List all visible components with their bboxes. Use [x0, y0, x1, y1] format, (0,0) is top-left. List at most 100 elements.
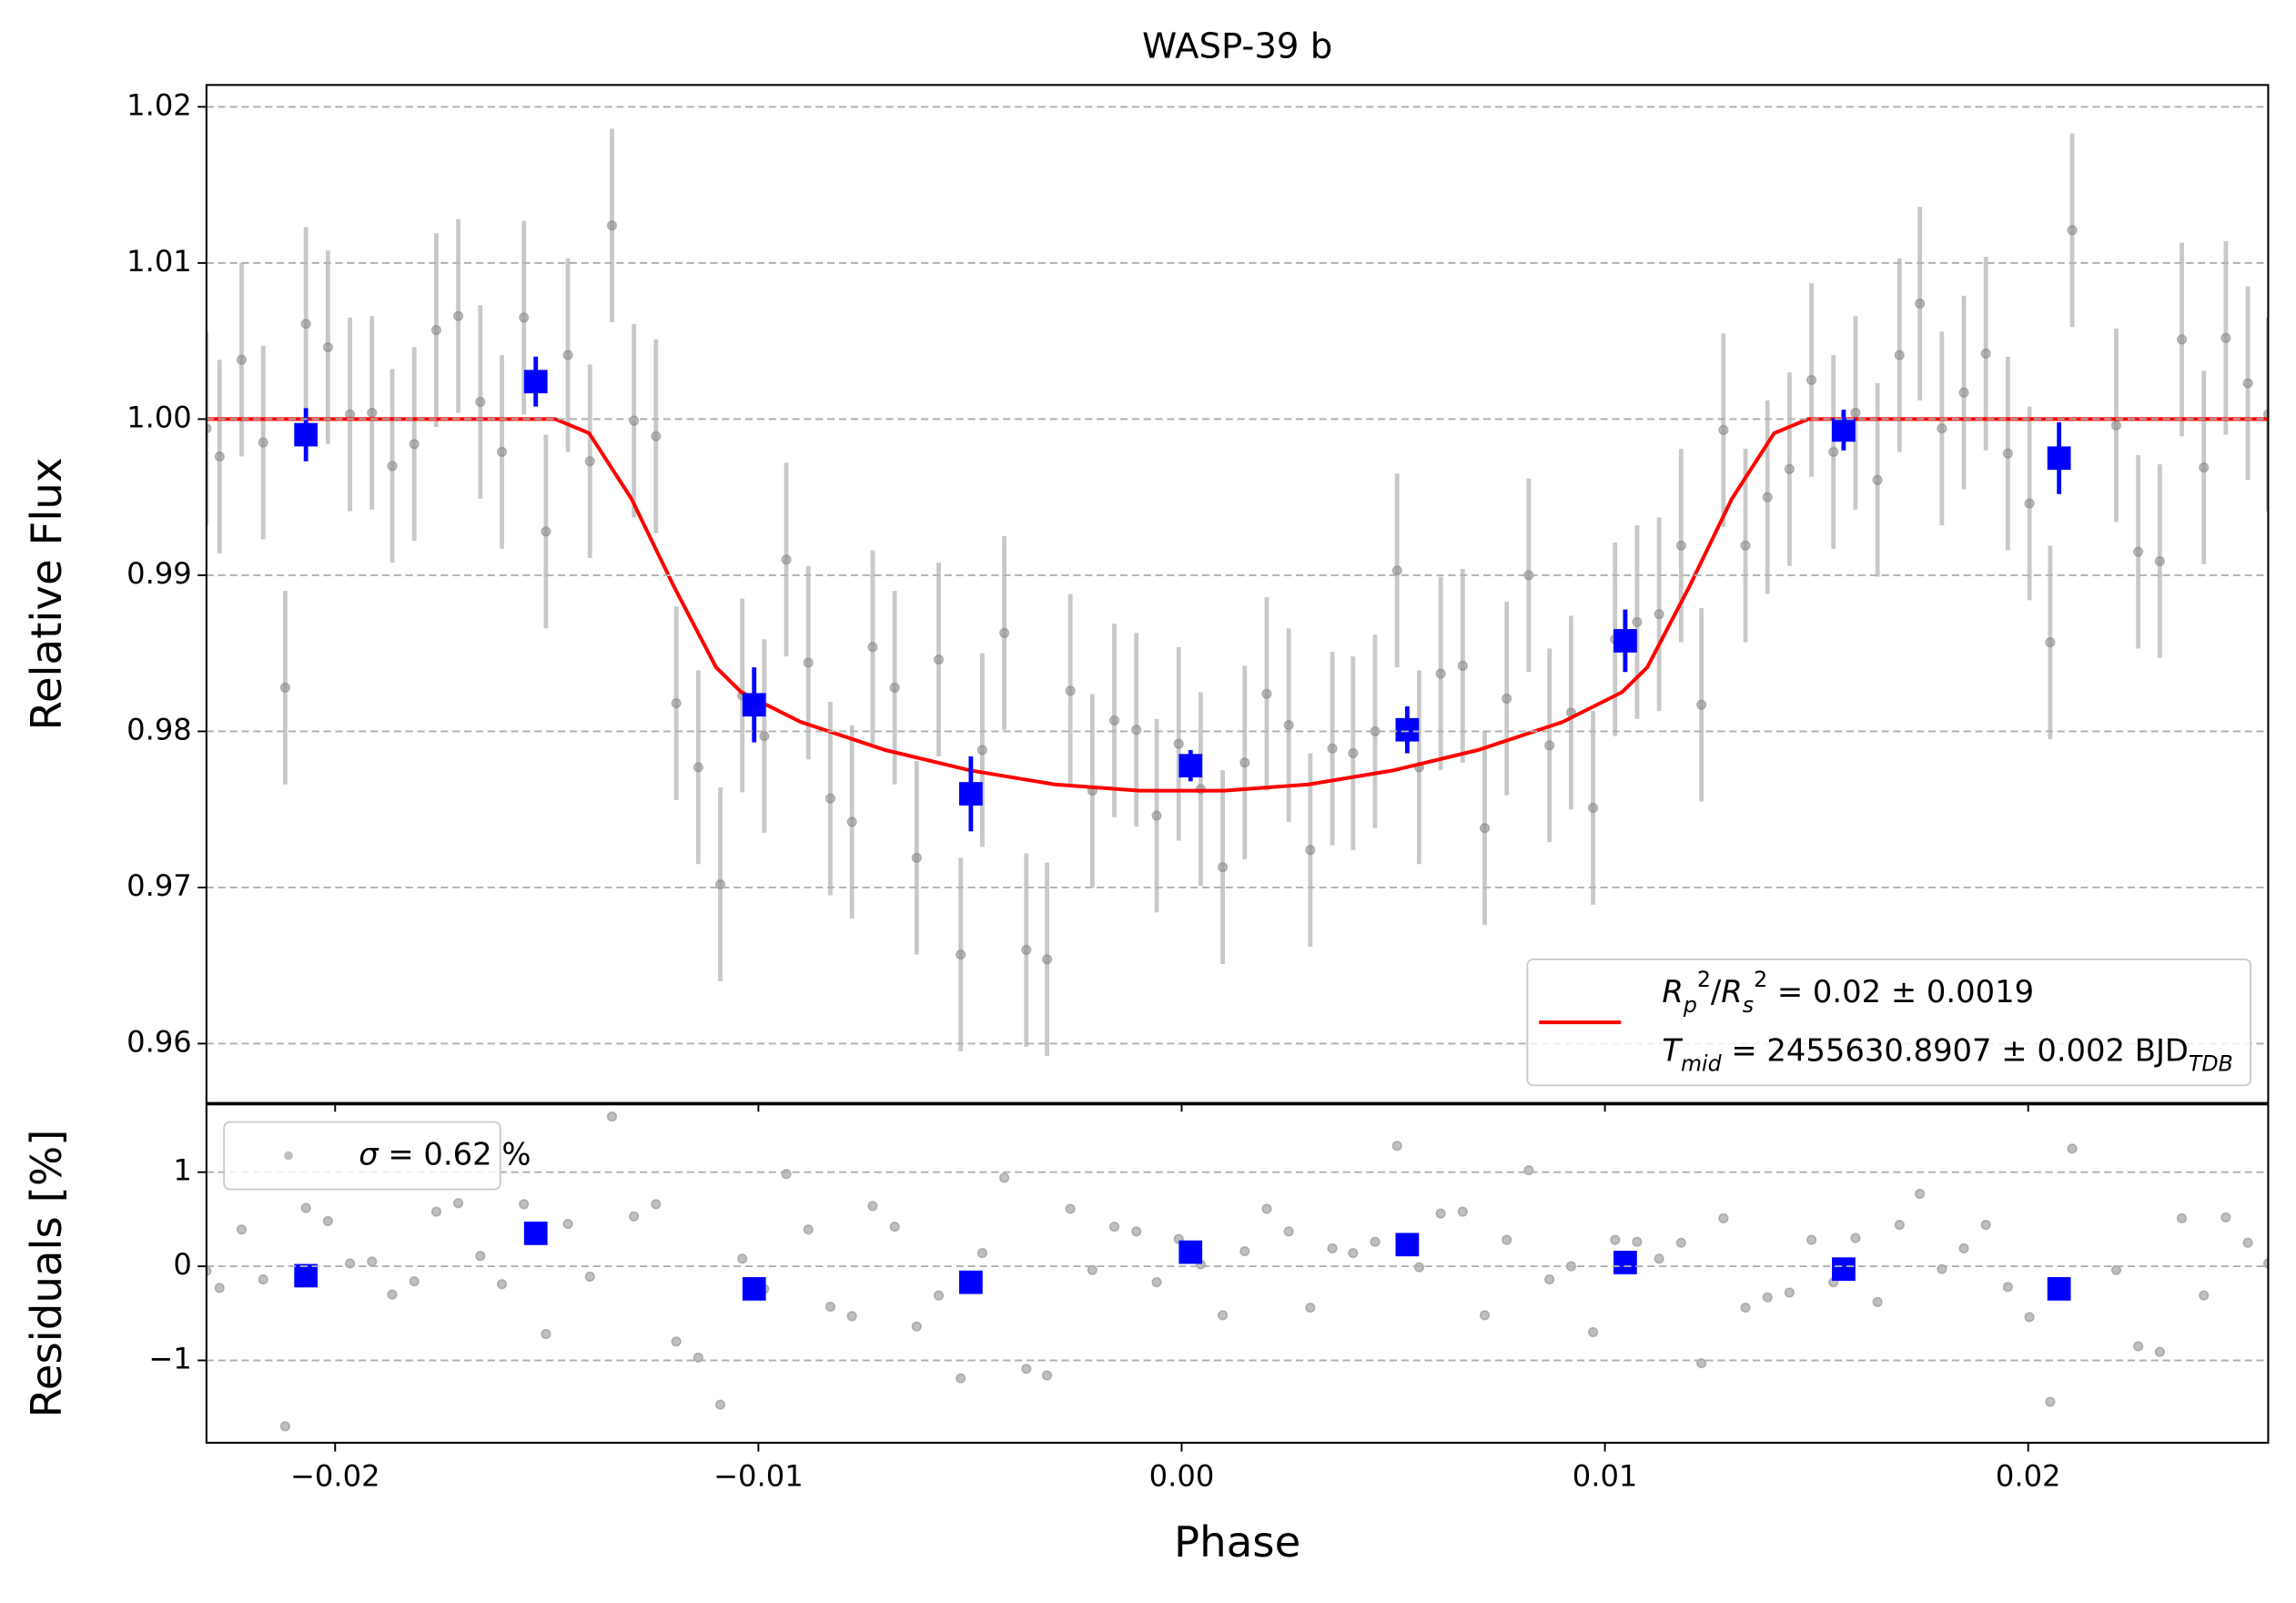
data-point: [1937, 423, 1947, 434]
data-point: [519, 1199, 530, 1210]
data-point: [258, 437, 268, 448]
legend-text: = 0.02 ± 0.0019: [1767, 973, 2034, 1009]
binned-point: [1613, 1251, 1637, 1274]
data-point: [1915, 298, 1926, 309]
legend-text: = 2455630.8907 ± 0.002 BJD: [1722, 1032, 2189, 1068]
data-point: [606, 220, 618, 231]
data-point: [956, 949, 966, 960]
data-point: [671, 697, 682, 709]
binned-point: [742, 1277, 766, 1301]
data-point: [1740, 540, 1751, 551]
data-point: [1502, 693, 1512, 705]
y-tick-label: 0.96: [126, 1024, 192, 1059]
data-point: [2067, 1143, 2078, 1154]
data-point: [933, 1290, 945, 1301]
data-point: [430, 1206, 442, 1217]
legend-text: R: [1662, 973, 1683, 1009]
data-point: [1283, 1226, 1294, 1237]
data-point: [1632, 616, 1643, 628]
data-point: [1894, 350, 1905, 360]
data-point: [2242, 1237, 2253, 1248]
binned-point: [523, 1222, 548, 1245]
data-point: [1391, 565, 1402, 576]
data-point: [1587, 802, 1599, 814]
data-point: [387, 1289, 398, 1300]
data-point: [562, 350, 573, 360]
data-point: [1435, 668, 1446, 679]
plot-area: [206, 128, 2269, 1057]
data-point: [2262, 1258, 2269, 1269]
axes-frame: [205, 84, 2270, 1104]
data-point: [1041, 1370, 1053, 1381]
x-tick-label: 0.02: [1996, 1459, 2061, 1494]
data-point: [2242, 378, 2253, 389]
data-point: [2220, 332, 2231, 343]
data-point: [1544, 1273, 1555, 1285]
legend-text: = 0.62 %: [379, 1136, 531, 1172]
y-tick-label: 0.99: [126, 556, 192, 591]
data-point: [1915, 1188, 1926, 1200]
data-point: [496, 446, 508, 458]
model-line: [206, 417, 2269, 793]
data-point: [279, 682, 291, 694]
data-point: [889, 1222, 900, 1233]
data-point: [1327, 743, 1338, 754]
x-tick-label: −0.01: [713, 1459, 804, 1494]
binned-point: [1832, 418, 1856, 442]
data-point: [1872, 1296, 1883, 1308]
legend-box: [1526, 958, 2252, 1087]
data-point: [1958, 387, 1969, 398]
data-point: [824, 1301, 836, 1313]
data-point: [236, 1224, 248, 1235]
data-point: [714, 1399, 726, 1410]
y-tick-label: 1.02: [126, 87, 192, 122]
data-point: [1980, 348, 1991, 359]
data-point: [1348, 1247, 1359, 1259]
binned-point: [2047, 1277, 2071, 1301]
data-point: [409, 439, 420, 450]
data-point: [452, 310, 464, 321]
data-point: [562, 1218, 573, 1230]
data-point: [651, 1199, 662, 1210]
data-point: [519, 312, 530, 323]
data-point: [1610, 1234, 1621, 1245]
data-point: [693, 762, 703, 773]
data-point: [1217, 1310, 1229, 1321]
data-point: [1762, 1292, 1773, 1303]
binned-point: [1178, 1240, 1203, 1264]
data-point: [629, 415, 640, 426]
data-point: [2199, 1290, 2210, 1301]
data-point: [258, 1273, 268, 1285]
data-point: [206, 1265, 212, 1276]
data-point: [737, 1253, 748, 1264]
binned-point: [294, 422, 319, 447]
data-point: [2220, 1212, 2231, 1223]
axes-frame: [205, 1103, 2270, 1444]
data-point: [1479, 1310, 1491, 1321]
legend-label: Tmid = 2455630.8907 ± 0.002 BJDTDB: [1662, 1032, 2232, 1076]
binned-point: [1395, 1233, 1420, 1257]
data-point: [214, 1283, 225, 1294]
data-point: [2133, 1341, 2144, 1352]
data-point: [803, 1224, 814, 1235]
y-axis-label: Residuals [%]: [23, 1130, 72, 1418]
data-point: [1696, 699, 1707, 710]
data-point: [1151, 1277, 1162, 1288]
data-point: [1413, 1262, 1425, 1273]
legend-text: /: [1711, 973, 1722, 1009]
legend-text: 2: [1754, 966, 1767, 991]
x-tick-label: 0.01: [1573, 1459, 1638, 1494]
y-tick-label: 0.97: [126, 868, 192, 903]
data-point: [322, 1215, 333, 1227]
data-point: [1131, 1226, 1142, 1237]
data-point: [956, 1373, 966, 1384]
data-point: [367, 407, 378, 419]
binned-point: [1178, 754, 1203, 778]
data-point: [1872, 474, 1883, 485]
data-point: [475, 1251, 486, 1262]
data-point: [1065, 685, 1076, 696]
data-point: [889, 682, 900, 694]
binned-point: [958, 1270, 983, 1294]
